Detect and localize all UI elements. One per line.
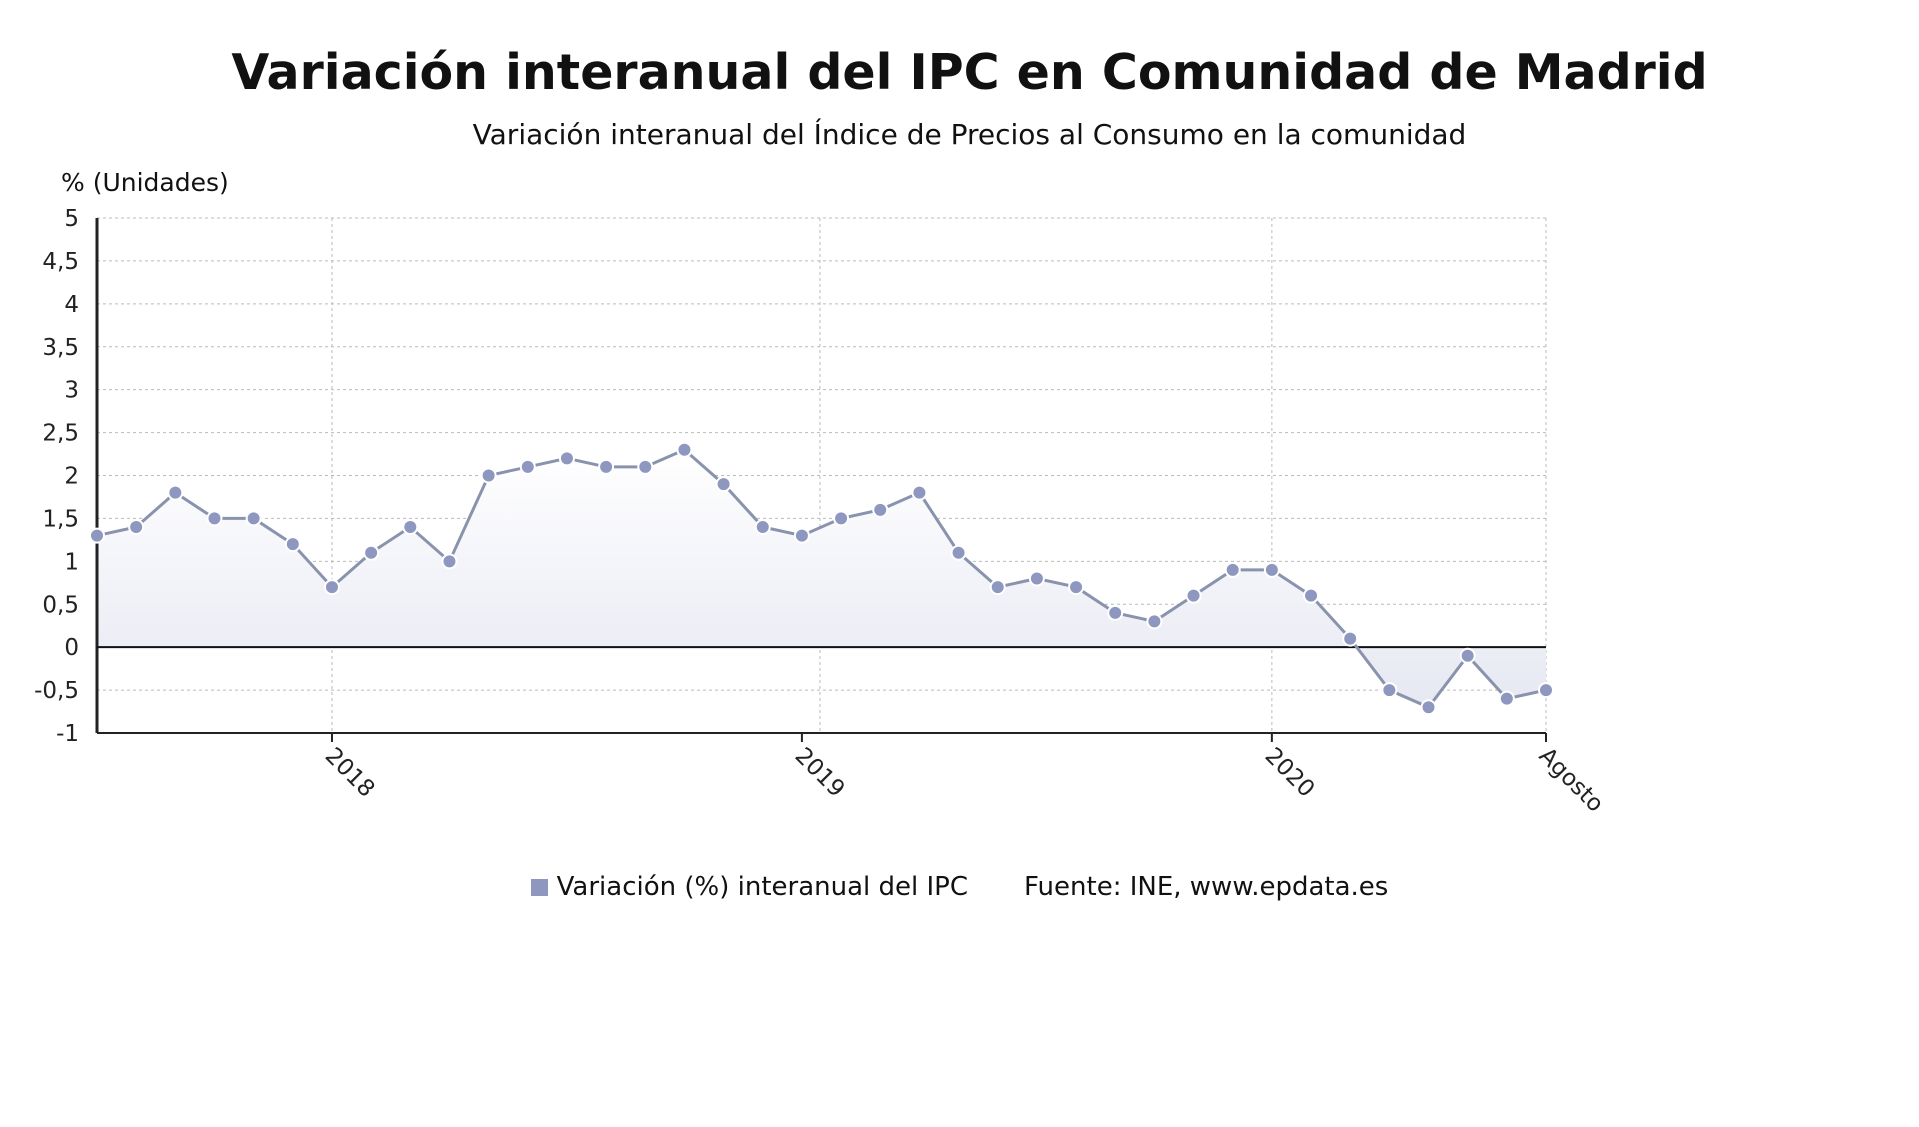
- data-point: [1028, 570, 1045, 587]
- y-tick-label: 0: [64, 635, 79, 661]
- data-point: [598, 458, 615, 475]
- data-point: [206, 510, 223, 527]
- data-point: [911, 484, 928, 501]
- data-point: [284, 536, 301, 553]
- data-point: [1303, 587, 1320, 604]
- data-point: [676, 441, 693, 458]
- data-point: [950, 544, 967, 561]
- data-point: [1342, 630, 1359, 647]
- data-point: [715, 476, 732, 493]
- legend: Variación (%) interanual del IPC Fuente:…: [0, 872, 1919, 902]
- x-tick-label: 2018: [320, 743, 380, 803]
- data-point: [1068, 579, 1085, 596]
- x-tick-label: 2020: [1260, 743, 1320, 803]
- y-tick-label: 2: [64, 464, 79, 490]
- data-point: [1381, 682, 1398, 699]
- data-point: [1185, 587, 1202, 604]
- y-tick-label: 1: [64, 549, 79, 575]
- y-axis-label: % (Unidades): [61, 168, 229, 197]
- y-tick-label: 2,5: [42, 421, 79, 447]
- y-tick-label: 5: [64, 206, 79, 232]
- y-tick-label: 4: [64, 292, 79, 318]
- data-point: [833, 510, 850, 527]
- data-point: [1224, 561, 1241, 578]
- legend-label: Variación (%) interanual del IPC: [556, 872, 969, 902]
- data-point: [793, 527, 810, 544]
- y-tick-label: -0,5: [34, 678, 79, 704]
- data-point: [754, 519, 771, 535]
- y-tick-label: 0,5: [42, 592, 79, 618]
- x-tick-label: Agosto: [1534, 743, 1609, 818]
- y-tick-label: 3: [64, 378, 79, 404]
- area-fill: [97, 449, 1546, 708]
- data-point: [989, 579, 1006, 596]
- data-point: [1538, 682, 1554, 699]
- chart-title: Variación interanual del IPC en Comunida…: [231, 44, 1708, 101]
- data-point: [128, 519, 145, 535]
- data-point: [167, 484, 184, 501]
- y-tick-label: 4,5: [42, 249, 79, 275]
- data-point: [1459, 647, 1476, 664]
- y-tick-label: -1: [56, 721, 79, 747]
- data-point: [637, 458, 654, 475]
- data-point: [558, 450, 575, 467]
- data-point: [519, 458, 536, 475]
- data-point: [1263, 561, 1280, 578]
- data-point: [1107, 604, 1124, 621]
- data-point: [402, 519, 419, 535]
- y-tick-label: 1,5: [42, 506, 79, 532]
- source-note: Fuente: INE, www.epdata.es: [1024, 872, 1389, 902]
- data-point: [1420, 699, 1437, 716]
- data-point: [441, 553, 458, 570]
- y-tick-label: 3,5: [42, 335, 79, 361]
- data-point: [1498, 690, 1515, 707]
- data-point: [363, 544, 380, 561]
- data-point: [480, 467, 497, 484]
- data-point: [1146, 613, 1163, 630]
- data-point: [872, 501, 889, 518]
- data-point: [89, 527, 105, 544]
- legend-swatch-icon: [530, 879, 548, 896]
- chart-subtitle: Variación interanual del Índice de Preci…: [472, 118, 1467, 151]
- legend-item[interactable]: Variación (%) interanual del IPC: [530, 872, 969, 902]
- data-point: [323, 579, 340, 596]
- data-point: [245, 510, 262, 527]
- x-tick-label: 2019: [790, 743, 850, 803]
